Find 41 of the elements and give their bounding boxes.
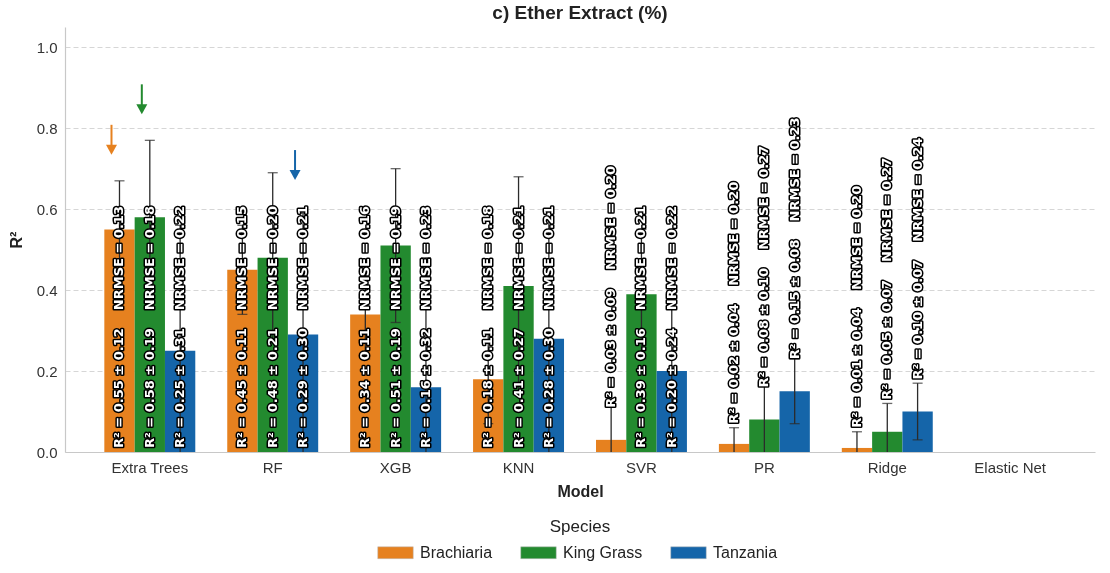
x-tick-label: KNN [502, 458, 535, 476]
y-tick-label: 0.4 [36, 281, 58, 299]
legend-title: Species [549, 517, 611, 536]
x-tick-label: RF [262, 458, 283, 476]
data-label: R² = 0.45 ± 0.11 NRMSE = 0.15 [234, 206, 250, 448]
data-label: R² = 0.03 ± 0.09 NRMSE = 0.20 [603, 165, 619, 408]
legend-label: Brachiaria [420, 543, 493, 561]
bar [841, 447, 873, 452]
x-tick-label: SVR [626, 458, 658, 476]
y-tick-label: 0.6 [36, 200, 58, 218]
bar [872, 431, 903, 452]
bar [749, 419, 780, 452]
bar [779, 391, 810, 452]
x-tick-label: PR [753, 458, 775, 476]
chart-title: c) Ether Extract (%) [492, 2, 668, 23]
data-label: R² = 0.58 ± 0.19 NRMSE = 0.18 [141, 206, 157, 448]
data-label: R² = 0.02 ± 0.04 NRMSE = 0.20 [726, 181, 742, 424]
data-label: R² = 0.10 ± 0.07 NRMSE = 0.24 [909, 137, 925, 380]
data-label: R² = 0.15 ± 0.08 NRMSE = 0.23 [786, 117, 802, 360]
bar [595, 439, 627, 452]
data-label: R² = 0.05 ± 0.07 NRMSE = 0.27 [879, 157, 895, 400]
x-axis-title: Model [557, 482, 604, 500]
data-label: R² = 0.41 ± 0.27 NRMSE = 0.21 [510, 206, 526, 448]
data-label: R² = 0.48 ± 0.21 NRMSE = 0.20 [264, 206, 280, 448]
x-tick-label: Elastic Net [974, 458, 1047, 476]
bar [902, 411, 933, 452]
y-tick-label: 0.8 [36, 119, 58, 137]
x-tick-label: Ridge [867, 458, 907, 476]
y-axis-title: R² [7, 231, 25, 249]
y-tick-label: 0.2 [36, 362, 58, 380]
legend-label: Tanzania [713, 543, 778, 561]
x-tick-label: Extra Trees [111, 458, 189, 476]
data-label: R² = 0.01 ± 0.04 NRMSE = 0.20 [848, 185, 864, 428]
data-label: R² = 0.51 ± 0.19 NRMSE = 0.19 [387, 206, 403, 448]
y-tick-label: 1.0 [36, 38, 58, 56]
bar [718, 443, 750, 452]
y-tick-label: 0.0 [36, 443, 58, 461]
x-tick-label: XGB [379, 458, 412, 476]
data-label: R² = 0.55 ± 0.12 NRMSE = 0.13 [111, 206, 127, 448]
data-label: R² = 0.08 ± 0.10 NRMSE = 0.27 [756, 145, 772, 388]
legend-label: King Grass [563, 543, 643, 561]
